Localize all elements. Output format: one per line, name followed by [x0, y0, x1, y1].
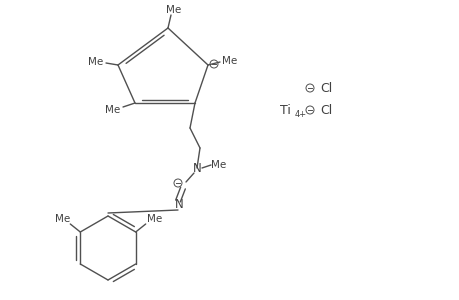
- Text: Cl: Cl: [319, 82, 331, 94]
- Text: Me: Me: [88, 57, 103, 67]
- Text: Ti: Ti: [280, 103, 290, 116]
- Text: N: N: [192, 161, 201, 175]
- Text: N: N: [174, 199, 183, 212]
- Text: Me: Me: [55, 214, 70, 224]
- Text: Me: Me: [105, 105, 120, 115]
- Text: Me: Me: [222, 56, 237, 66]
- Text: Me: Me: [211, 160, 226, 170]
- Text: Cl: Cl: [319, 103, 331, 116]
- Text: Me: Me: [147, 214, 162, 224]
- Text: 4+: 4+: [294, 110, 307, 118]
- Text: Me: Me: [166, 5, 181, 15]
